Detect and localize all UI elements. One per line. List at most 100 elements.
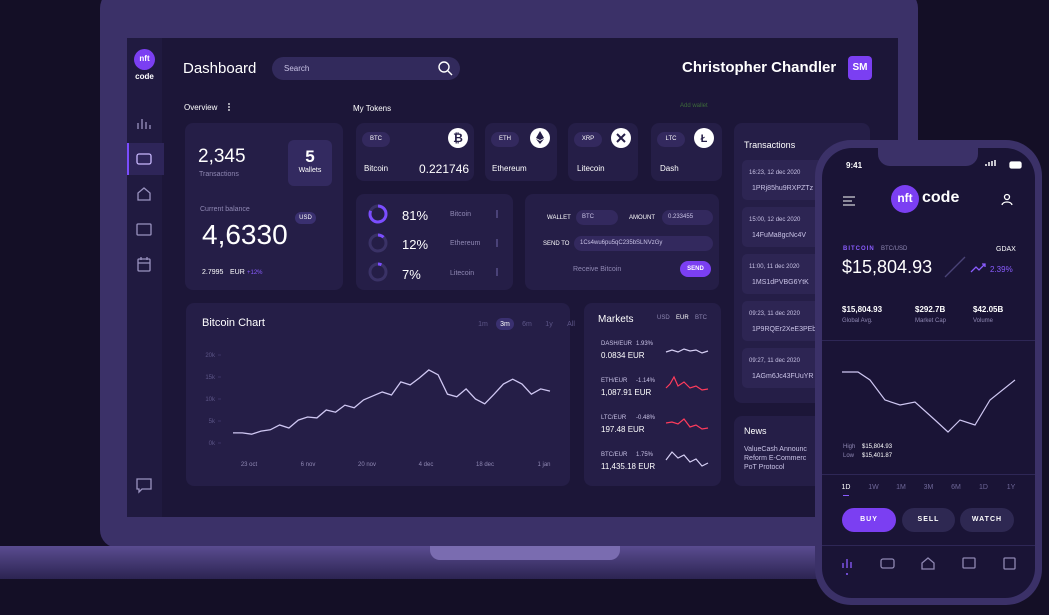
sidebar — [127, 38, 162, 517]
search-box[interactable] — [272, 57, 460, 80]
button-label: BUY — [860, 516, 878, 523]
transaction-time: 09:23, 11 dec 2020 — [749, 311, 800, 317]
send-to-label: SEND TO — [543, 241, 570, 247]
range-active-bg — [496, 318, 514, 330]
market-tab[interactable]: USD — [657, 315, 670, 321]
sell-button[interactable] — [902, 508, 955, 532]
token-name: Ethereum — [492, 164, 527, 173]
market-tab[interactable]: BTC — [695, 315, 707, 321]
balance-change: +12% — [247, 270, 263, 276]
token-value: 0.221746 — [419, 162, 470, 176]
page-title: Dashboard — [183, 60, 257, 77]
high-label: High — [843, 444, 856, 450]
phone-pair: BTC/USD — [881, 246, 908, 252]
stat-value: $292.7B — [915, 305, 946, 314]
market-tab[interactable]: EUR — [676, 315, 689, 321]
phone-range[interactable]: 1D — [979, 484, 988, 491]
token-name: Bitcoin — [364, 164, 389, 173]
market-change: -1.14% — [636, 378, 656, 384]
stat-value: $42.05B — [973, 305, 1004, 314]
add-wallet[interactable]: Add wallet — [680, 103, 708, 109]
low-label: Low — [843, 453, 855, 459]
phone-range[interactable]: 1Y — [1006, 484, 1016, 491]
wallet-field[interactable] — [576, 210, 618, 225]
allocation-percent: 81% — [402, 208, 429, 223]
phone-range[interactable]: 1M — [896, 484, 906, 491]
market-price: 11,435.18 EUR — [601, 462, 656, 471]
address-value: 1Cs4wu6pu5qC235bSLNVzGy — [580, 240, 663, 246]
market-pair: DASH/EUR — [601, 341, 633, 347]
stat-value: $15,804.93 — [842, 305, 883, 314]
low-value: $15,401.87 — [862, 453, 893, 459]
allocation-name: Bitcoin — [450, 211, 472, 218]
token-code-bg — [491, 132, 519, 147]
range-tab[interactable]: 1m — [478, 321, 488, 328]
market-price: 197.48 EUR — [601, 425, 645, 434]
token-name: Litecoin — [577, 164, 605, 173]
token-name: Dash — [660, 164, 679, 173]
phone-range[interactable]: 1W — [868, 484, 879, 491]
divider — [822, 340, 1035, 341]
market-tabs: USD EUR BTC — [657, 315, 713, 325]
market-pair: LTC/EUR — [601, 415, 627, 421]
transactions-title: Transactions — [744, 140, 796, 150]
wallet-label: WALLET — [547, 215, 571, 221]
token-code: LTC — [665, 136, 677, 142]
allocation-percent: 12% — [402, 237, 429, 252]
wallets-count: 5 — [305, 147, 315, 166]
transaction-address: 1AGm6Jc43FUuYR — [752, 373, 814, 380]
search-placeholder: Search — [284, 64, 310, 73]
user-name: Christopher Chandler — [682, 59, 837, 76]
buy-button[interactable] — [842, 508, 896, 532]
range-tab[interactable]: 3m — [500, 321, 510, 328]
balance: 4,6330 — [202, 219, 288, 250]
range-tabs: 1m 3m 6m 1y All — [455, 318, 575, 332]
logo-top: nft — [139, 54, 150, 63]
wallets-label: Wallets — [298, 167, 322, 174]
phone-price: $15,804.93 — [842, 257, 933, 277]
transaction-time: 15:00, 12 dec 2020 — [749, 217, 801, 223]
range-tab[interactable]: All — [567, 321, 575, 328]
send-button[interactable] — [680, 261, 711, 277]
sidebar-active — [127, 143, 164, 175]
amount-field[interactable] — [662, 210, 713, 225]
news-line: PoT Protocol — [744, 464, 785, 471]
watch-button[interactable] — [960, 508, 1014, 532]
divider — [822, 474, 1035, 475]
logo-bottom: code — [135, 72, 154, 81]
avatar-initials: SM — [852, 62, 868, 73]
allocation-percent: 7% — [402, 267, 421, 282]
news-title: News — [744, 426, 767, 436]
wallet-value: BTC — [582, 214, 594, 220]
logo-badge — [134, 49, 155, 70]
avatar[interactable] — [848, 56, 872, 80]
stat-label: Market Cap — [915, 318, 947, 324]
send-button-label: SEND — [687, 266, 704, 272]
transactions-count: 2,345 — [198, 146, 246, 167]
phone-range[interactable]: 1D — [841, 484, 851, 491]
address-field[interactable] — [574, 236, 713, 251]
allocation-name: Litecoin — [450, 270, 475, 277]
divider — [822, 545, 1035, 546]
token-code-bg — [657, 132, 685, 147]
market-change: 1.75% — [636, 452, 654, 458]
range-tab[interactable]: 1y — [545, 321, 553, 328]
market-price: 0.0834 EUR — [601, 351, 645, 360]
amount-label: AMOUNT — [629, 215, 655, 221]
phone-exchange: GDAX — [996, 246, 1016, 253]
currency-badge — [295, 212, 316, 224]
allocation-card — [356, 194, 513, 290]
overview-label: Overview — [184, 103, 218, 112]
phone-range[interactable]: 6M — [951, 484, 961, 491]
receive-link[interactable]: Receive Bitcoin — [573, 266, 622, 273]
market-price: 1,087.91 EUR — [601, 388, 652, 397]
button-label: WATCH — [971, 516, 1003, 523]
token-code-bg — [574, 132, 602, 147]
range-tab[interactable]: 6m — [522, 321, 532, 328]
market-pair: BTC/EUR — [601, 452, 628, 458]
tokens-label: My Tokens — [353, 104, 392, 113]
phone-range[interactable]: 3M — [923, 484, 934, 491]
stat-label: Volume — [973, 318, 994, 324]
phone-logo-badge — [891, 185, 919, 213]
transaction-address: 1PRj85hu9RXPZTz — [752, 185, 814, 192]
